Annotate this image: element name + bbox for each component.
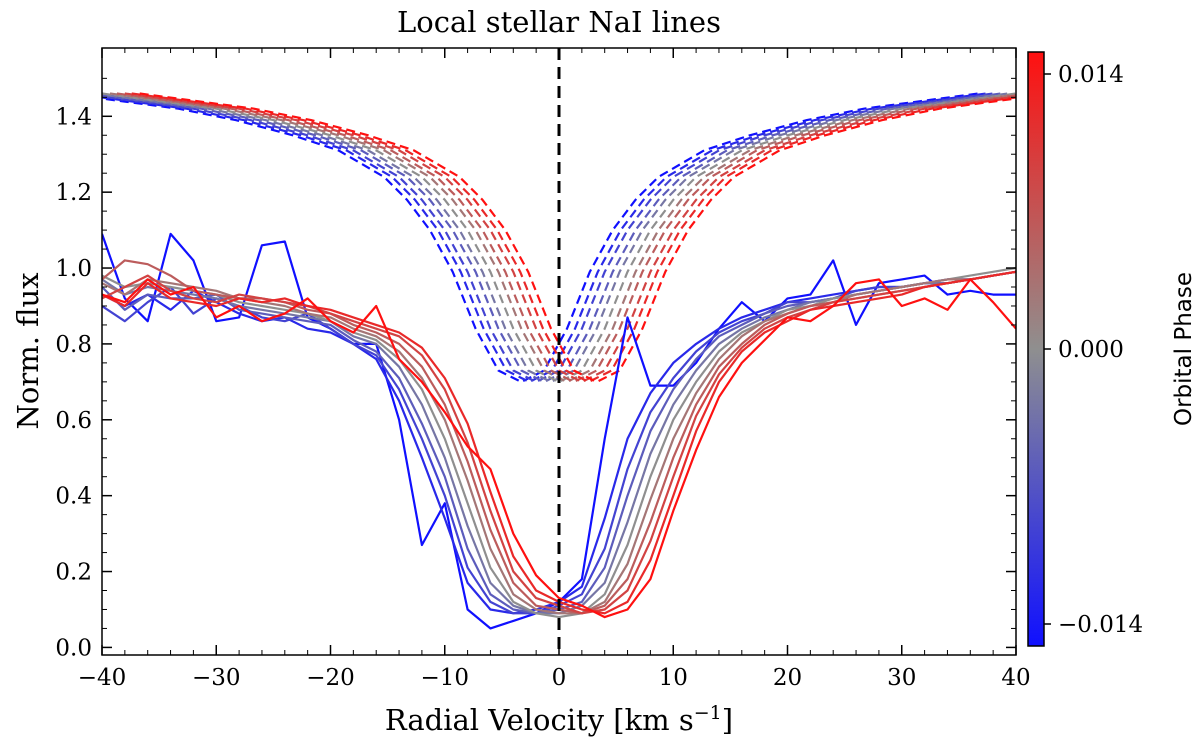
solid-series-line	[102, 278, 1016, 619]
y-tick-label: 0.0	[55, 635, 92, 661]
x-tick-label: 0	[552, 665, 567, 691]
y-tick-label: 0.8	[55, 332, 92, 358]
dashed-series-line	[124, 92, 1016, 384]
colorbar	[1027, 51, 1045, 647]
solid-series-group	[102, 232, 1016, 630]
dashed-series-line	[109, 92, 1016, 384]
x-tick-label: 30	[887, 665, 916, 691]
dashed-series-line	[102, 92, 1002, 384]
y-tick-label: 0.4	[55, 484, 92, 510]
colorbar-ticks: 0.014 0.000 −0.014	[1044, 62, 1143, 638]
colorbar-tick-label: 0.000	[1058, 337, 1124, 363]
colorbar-tick-label: 0.014	[1058, 62, 1124, 88]
colorbar-label: Orbital Phase	[1171, 272, 1197, 426]
y-tick-label: 1.4	[55, 104, 92, 130]
y-tick-label: 0.2	[55, 560, 92, 586]
y-tick-label: 1.0	[55, 256, 92, 282]
dashed-series-line	[116, 92, 1016, 384]
dashed-series-group	[102, 92, 1016, 384]
colorbar-tick-label: −0.014	[1058, 612, 1143, 638]
x-tick-label: 10	[659, 665, 688, 691]
x-tick-label: −20	[306, 665, 355, 691]
dashed-series-line	[102, 92, 1016, 384]
dashed-series-line	[102, 92, 979, 384]
x-axis-ticks: −40 −30 −20 −10 0 10 20 30 40	[78, 48, 1031, 691]
y-tick-label: 1.2	[55, 180, 92, 206]
dashed-series-line	[102, 92, 987, 384]
chart-title: Local stellar NaI lines	[397, 5, 721, 39]
y-axis-label: Norm. flux	[11, 272, 45, 429]
dashed-series-line	[102, 92, 994, 384]
y-axis-ticks: 0.0 0.2 0.4 0.6 0.8 1.0 1.2 1.4	[55, 77, 1016, 661]
dashed-series-line	[139, 92, 1016, 384]
dashed-series-line	[102, 92, 1009, 384]
y-tick-label: 0.6	[55, 408, 92, 434]
x-tick-label: 40	[1001, 665, 1030, 691]
x-tick-label: −10	[420, 665, 469, 691]
x-tick-label: −40	[78, 665, 127, 691]
x-axis-label: Radial Velocity [km s−1]	[385, 702, 733, 737]
dashed-series-line	[131, 92, 1016, 384]
x-tick-label: −30	[192, 665, 241, 691]
x-tick-label: 20	[773, 665, 802, 691]
